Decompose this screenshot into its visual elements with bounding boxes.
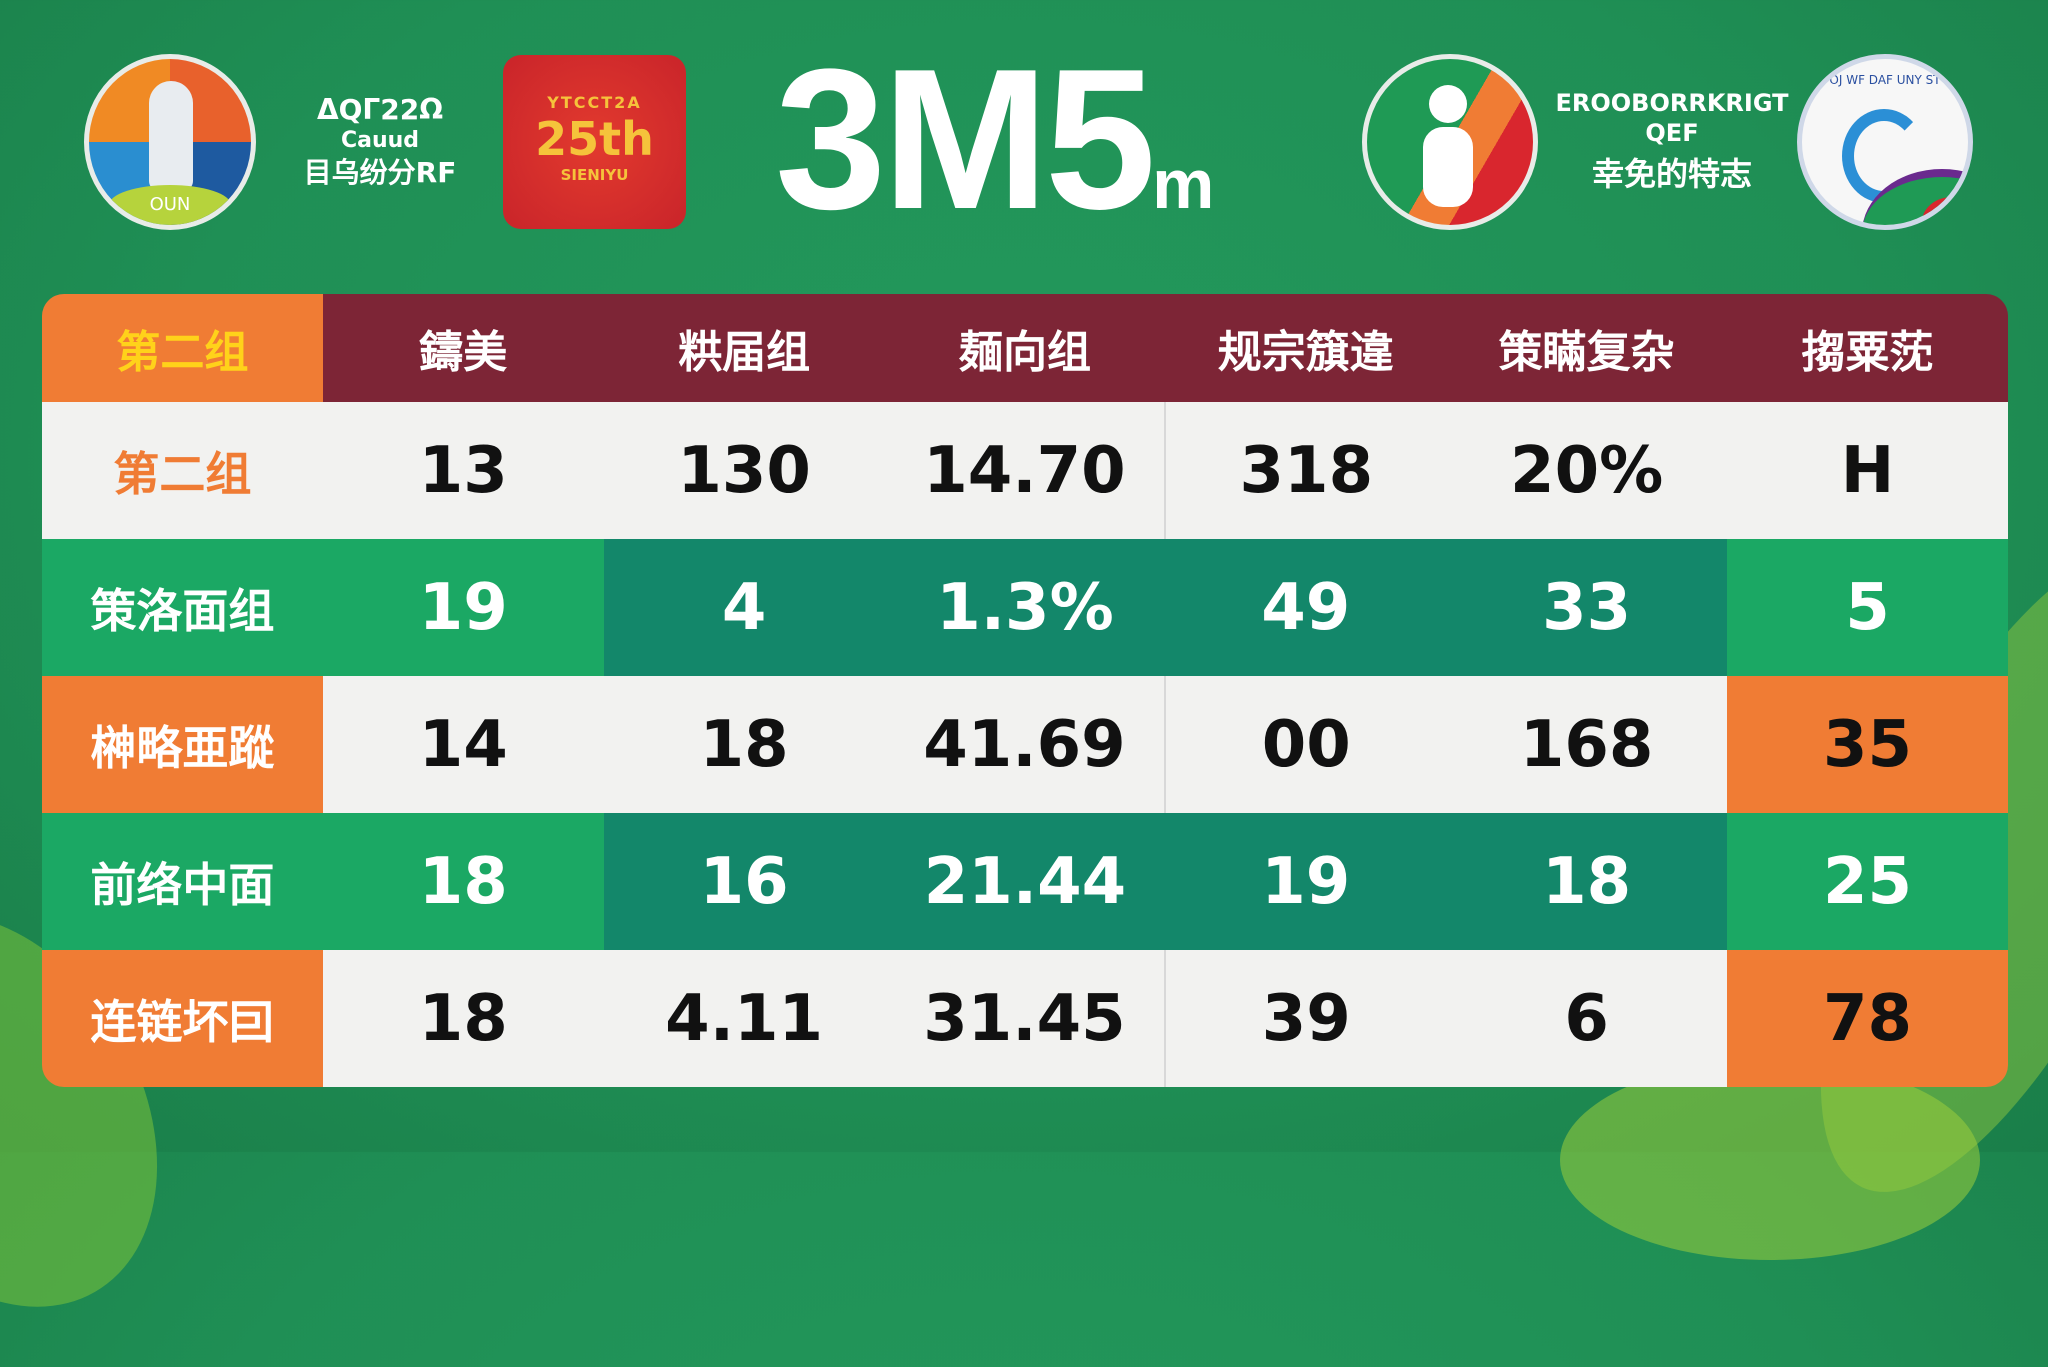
table-cell: H xyxy=(1727,402,2008,539)
table-cell: 39 xyxy=(1164,950,1447,1087)
logo-base: OUN xyxy=(109,185,231,225)
column-header: 粠届组 xyxy=(603,294,885,402)
table-cell: 318 xyxy=(1164,402,1447,539)
table-cell: 31.45 xyxy=(884,950,1166,1087)
table-cell: 4 xyxy=(603,539,885,676)
column-header: 策瞞复杂 xyxy=(1446,294,1728,402)
table-cell: 130 xyxy=(603,402,885,539)
row-label: 策洛面组 xyxy=(42,539,323,676)
left-text-line: Cauud xyxy=(340,128,420,153)
table-cell: 41.69 xyxy=(884,676,1166,813)
table-cell: 49 xyxy=(1165,539,1447,676)
table-row: 前络中面 18 16 21.44 19 18 25 xyxy=(42,813,2008,950)
badge-top-text: YTCCT2A xyxy=(547,93,642,112)
table-cell: 18 xyxy=(322,813,604,950)
right-header-text: EROOBORRKRIGT QEF 幸免的特志 xyxy=(1552,88,1792,194)
table-cell: 21.44 xyxy=(884,813,1166,950)
table-cell: 16 xyxy=(603,813,885,950)
row-label: 第二组 xyxy=(42,402,323,539)
table-cell: 33 xyxy=(1446,539,1728,676)
table-row: 连链坏囙 18 4.11 31.45 39 6 78 xyxy=(42,950,2008,1087)
table-row: 第二组 13 130 14.70 318 20% H xyxy=(42,402,2008,539)
circular-sports-logo: OJ WF DAF UNY ST xyxy=(1797,54,1973,230)
row-label: 前络中面 xyxy=(42,813,323,950)
column-header: 规宗簱違 xyxy=(1165,294,1447,402)
trophy-icon xyxy=(149,81,193,191)
table-cell: 78 xyxy=(1727,950,2008,1087)
table-cell: 13 xyxy=(322,402,604,539)
table-cell: 18 xyxy=(603,676,885,813)
left-text-line: 目乌纷分RF xyxy=(303,155,457,189)
table-cell: 14.70 xyxy=(884,402,1166,539)
column-header: 搊粟莐 xyxy=(1727,294,2008,402)
page-title: 3M5m xyxy=(775,40,1214,240)
title-suffix: m xyxy=(1152,145,1215,223)
table-cell: 6 xyxy=(1446,950,1728,1087)
table-cell: 14 xyxy=(322,676,604,813)
anniversary-badge: YTCCT2A 25th SIENIYU xyxy=(503,55,686,229)
column-header: 第二组 xyxy=(42,294,323,402)
column-header: 鑄美 xyxy=(322,294,604,402)
badge-bottom-text: SIENIYU xyxy=(560,166,629,184)
table-cell: 168 xyxy=(1446,676,1728,813)
table-cell: 25 xyxy=(1727,813,2008,950)
table-cell: 20% xyxy=(1446,402,1728,539)
row-label: 榊略亜蹤 xyxy=(42,676,323,813)
title-main: 3M5 xyxy=(775,28,1156,251)
table-row: 榊略亜蹤 14 18 41.69 00 168 35 xyxy=(42,676,2008,813)
table-cell: 18 xyxy=(322,950,604,1087)
table-cell: 19 xyxy=(1165,813,1447,950)
stats-table: 第二组 鑄美 粠届组 麺向组 规宗簱違 策瞞复杂 搊粟莐 第二组 13 130 14.… xyxy=(42,294,2008,1087)
table-cell: 19 xyxy=(322,539,604,676)
left-text-line: ΔQΓ22Ω xyxy=(316,93,444,126)
athlete-figure-icon xyxy=(1429,85,1467,123)
table-cell: 00 xyxy=(1164,676,1447,813)
right-text-line: QEF xyxy=(1645,119,1699,147)
right-text-line: 幸免的特志 xyxy=(1591,155,1752,193)
tournament-trophy-logo: OUN xyxy=(84,54,256,230)
athlete-body xyxy=(1423,127,1473,207)
table-cell: 35 xyxy=(1727,676,2008,813)
table-cell: 18 xyxy=(1446,813,1728,950)
column-header: 麺向组 xyxy=(884,294,1166,402)
logo-ring-text: OJ WF DAF UNY ST xyxy=(1829,73,1941,87)
table-cell: 1.3% xyxy=(884,539,1166,676)
badge-number: 25th xyxy=(535,112,654,166)
decorative-leaf-bottom xyxy=(1560,1060,1980,1260)
left-header-text: ΔQΓ22Ω Cauud 目乌纷分RF xyxy=(280,92,480,190)
table-cell: 4.11 xyxy=(603,950,885,1087)
table-row: 策洛面组 19 4 1.3% 49 33 5 xyxy=(42,539,2008,676)
athlete-emblem-logo xyxy=(1362,54,1538,230)
row-label: 连链坏囙 xyxy=(42,950,323,1087)
right-text-line: EROOBORRKRIGT xyxy=(1555,89,1789,117)
table-header-row: 第二组 鑄美 粠届组 麺向组 规宗簱違 策瞞复杂 搊粟莐 xyxy=(42,294,2008,402)
table-cell: 5 xyxy=(1727,539,2008,676)
